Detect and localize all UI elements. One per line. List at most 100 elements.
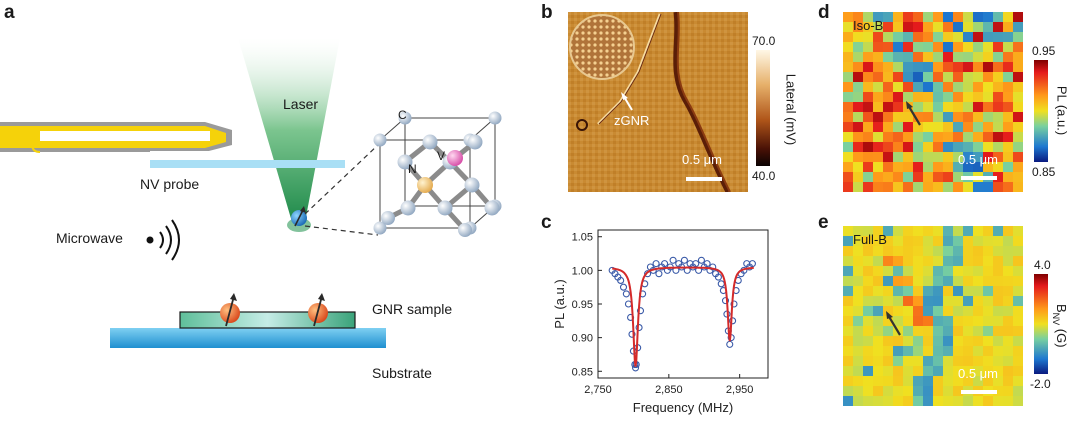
heatmap-cell [873,112,883,122]
heatmap-cell [903,236,913,246]
heatmap-cell [963,346,973,356]
heatmap-cell [913,62,923,72]
heatmap-cell [993,62,1003,72]
heatmap-cell [993,386,1003,396]
heatmap-cell [853,256,863,266]
heatmap-cell [943,142,953,152]
heatmap-cell [993,336,1003,346]
heatmap-cell [853,32,863,42]
afm-scalebar-label: 0.5 μm [682,152,723,167]
heatmap-cell [923,286,933,296]
heatmap-cell [973,396,983,406]
heatmap-cell [853,42,863,52]
pl-colorbar-min: 0.85 [1032,165,1056,179]
heatmap-cell [883,376,893,386]
heatmap-cell [1003,162,1013,172]
heatmap-cell [993,102,1003,112]
heatmap-cell [953,62,963,72]
heatmap-cell [853,112,863,122]
heatmap-cell [883,22,893,32]
heatmap-cell [843,316,853,326]
heatmap-cell [983,32,993,42]
heatmap-cell [863,396,873,406]
heatmap-cell [863,182,873,192]
heatmap-cell [1003,296,1013,306]
heatmap-cell [973,366,983,376]
heatmap-cell [993,42,1003,52]
heatmap-cell [993,346,1003,356]
heatmap-cell [963,236,973,246]
heatmap-cell [863,386,873,396]
heatmap-cell [983,396,993,406]
afm-colorbar-min: 40.0 [752,169,776,183]
heatmap-cell [913,122,923,132]
heatmap-cell [933,336,943,346]
heatmap-cell [883,336,893,346]
heatmap-cell [933,376,943,386]
heatmap-cell [943,266,953,276]
heatmap-cell [873,366,883,376]
heatmap-cell [993,286,1003,296]
heatmap-cell [913,286,923,296]
heatmap-cell [873,356,883,366]
heatmap-cell [963,316,973,326]
heatmap-cell [1003,182,1013,192]
heatmap-cell [863,152,873,162]
heatmap-cell [973,102,983,112]
heatmap-cell [843,226,853,236]
heatmap-cell [903,92,913,102]
heatmap-cell [1013,256,1023,266]
heatmap-cell [893,356,903,366]
heatmap-cell [843,72,853,82]
heatmap-cell [953,386,963,396]
heatmap-cell [893,42,903,52]
heatmap-cell [913,112,923,122]
heatmap-cell [1013,132,1023,142]
gnr-sample-label: GNR sample [372,301,453,317]
heatmap-cell [883,142,893,152]
heatmap-cell [993,396,1003,406]
heatmap-cell [893,72,903,82]
heatmap-cell [1003,376,1013,386]
heatmap-cell [973,226,983,236]
heatmap-cell [953,42,963,52]
heatmap-cell [903,52,913,62]
heatmap-cell [933,22,943,32]
heatmap-cell [883,182,893,192]
heatmap-cell [863,326,873,336]
heatmap-cell [913,132,923,142]
heatmap-cell [1013,92,1023,102]
heatmap-cell [903,346,913,356]
heatmap-cell [993,366,1003,376]
y-tick-label: 0.90 [572,333,593,345]
heatmap-cell [943,306,953,316]
heatmap-cell [1013,152,1023,162]
heatmap-cell [1003,396,1013,406]
heatmap-cell [923,102,933,112]
heatmap-cell [893,306,903,316]
heatmap-cell [993,326,1003,336]
heatmap-cell [963,376,973,386]
heatmap-cell [1003,276,1013,286]
heatmap-cell [913,12,923,22]
heatmap-cell [903,152,913,162]
heatmap-cell [1003,356,1013,366]
atom-n-label: N [408,162,417,176]
heatmap-cell [1003,286,1013,296]
heatmap-cell [853,162,863,172]
heatmap-cell [913,246,923,256]
heatmap-cell [943,286,953,296]
heatmap-cell [903,122,913,132]
heatmap-cell [903,12,913,22]
heatmap-cell [943,62,953,72]
panel-label-c: c [541,212,552,233]
bnv-title-unit: (G) [1053,325,1069,348]
heatmap-cell [933,236,943,246]
heatmap-cell [973,72,983,82]
heatmap-cell [883,82,893,92]
heatmap-cell [923,132,933,142]
heatmap-cell [873,82,883,92]
heatmap-cell [843,256,853,266]
heatmap-cell [953,182,963,192]
heatmap-cell [943,182,953,192]
